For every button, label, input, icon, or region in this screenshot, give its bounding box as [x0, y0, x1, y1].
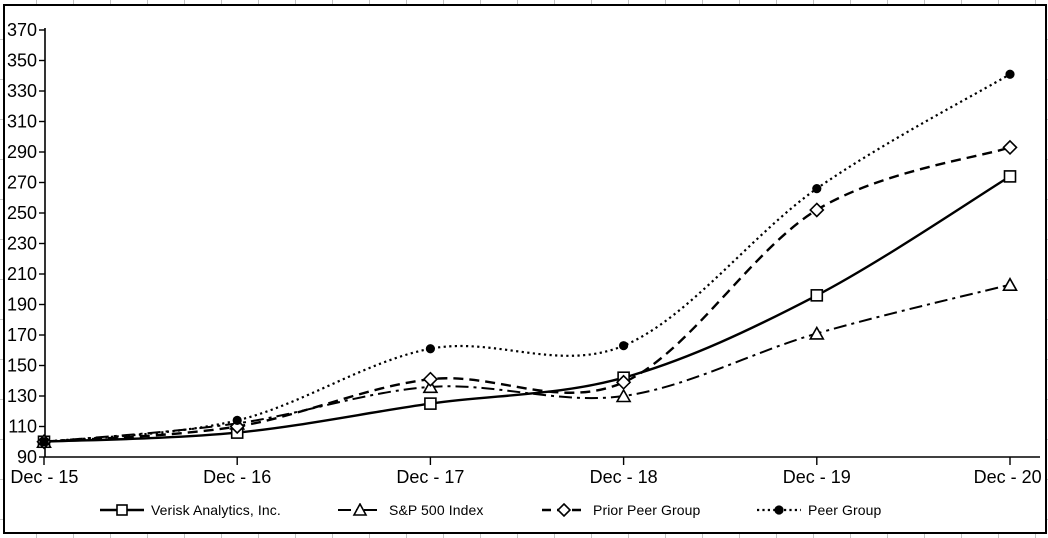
x-axis-tick-label: Dec - 17	[396, 467, 464, 487]
legend-swatch-dashed-line-diamond-marker	[542, 503, 586, 517]
legend-label: Verisk Analytics, Inc.	[151, 502, 281, 518]
marker-diamond-open	[422, 371, 439, 387]
series-line-s-p-500-index	[43, 283, 1011, 443]
marker-circle-filled	[425, 344, 435, 354]
marker-triangle-open	[1002, 277, 1018, 291]
chart-border-frame	[3, 4, 1047, 534]
legend-swatch-dashdot-line-triangle-marker	[338, 503, 382, 516]
spreadsheet-gridline-stubs-left	[0, 0, 3, 538]
x-axis-tick-label: Dec - 20	[974, 467, 1042, 487]
y-axis-tick-label: 370	[7, 20, 37, 40]
y-axis-tick-label: 350	[7, 51, 37, 71]
marker-circle-filled	[232, 415, 242, 425]
marker-diamond-open	[1002, 139, 1018, 156]
x-axis-tick-label: Dec - 15	[10, 467, 78, 487]
y-axis-tick-label: 210	[7, 264, 37, 284]
marker-diamond-open	[809, 202, 825, 218]
y-axis-tick-label: 150	[7, 356, 37, 376]
legend-item-verisk: Verisk Analytics, Inc.	[100, 497, 281, 523]
marker-triangle-open	[808, 325, 825, 340]
series-line-peer-group	[43, 73, 1011, 443]
x-axis-tick-label: Dec - 18	[590, 467, 658, 487]
y-axis-tick-label: 130	[7, 386, 37, 406]
legend-item-prior-peer-group: Prior Peer Group	[542, 497, 700, 523]
y-axis-tick-label: 230	[7, 234, 37, 254]
y-axis-tick-label: 290	[7, 142, 37, 162]
y-axis-tick-label: 310	[7, 112, 37, 132]
x-axis-tick-label: Dec - 19	[783, 467, 851, 487]
marker-diamond-open	[615, 374, 632, 390]
marker-circle-filled	[619, 341, 629, 351]
series-line-verisk-analytics-inc	[43, 175, 1011, 443]
marker-circle-filled	[1005, 69, 1015, 79]
marker-circle-filled	[812, 184, 822, 194]
legend-item-peer-group: Peer Group	[757, 497, 881, 523]
chart-legend: Verisk Analytics, Inc. S&P 500 Index Pri…	[0, 497, 1048, 523]
marker-triangle-open	[615, 388, 632, 403]
y-axis-tick-label: 90	[17, 447, 37, 467]
y-axis-tick-label: 330	[7, 81, 37, 101]
legend-label: Prior Peer Group	[593, 502, 701, 518]
x-axis-tick-label: Dec - 16	[203, 467, 271, 487]
y-axis-tick-label: 110	[8, 417, 37, 437]
legend-swatch-dotted-line-circle-marker	[757, 505, 801, 515]
marker-square-open	[810, 289, 824, 302]
legend-label: Peer Group	[808, 502, 882, 518]
marker-square-open	[424, 397, 437, 410]
y-axis-tick-label: 190	[7, 295, 37, 315]
spreadsheet-gridline-stubs-top	[0, 0, 1048, 4]
y-axis-tick-label: 170	[7, 325, 37, 345]
marker-square-open	[1003, 170, 1017, 183]
y-axis-tick-label: 250	[7, 203, 37, 223]
legend-label: S&P 500 Index	[389, 502, 484, 518]
series-line-prior-peer-group	[43, 146, 1011, 443]
spreadsheet-gridline-stubs-right	[1046, 0, 1048, 538]
y-axis-tick-label: 270	[7, 173, 37, 193]
legend-swatch-solid-line-square-marker	[100, 504, 144, 516]
spreadsheet-gridline-stubs-bottom	[0, 533, 1048, 538]
legend-item-sp500: S&P 500 Index	[338, 497, 483, 523]
marker-circle-filled	[39, 437, 49, 447]
